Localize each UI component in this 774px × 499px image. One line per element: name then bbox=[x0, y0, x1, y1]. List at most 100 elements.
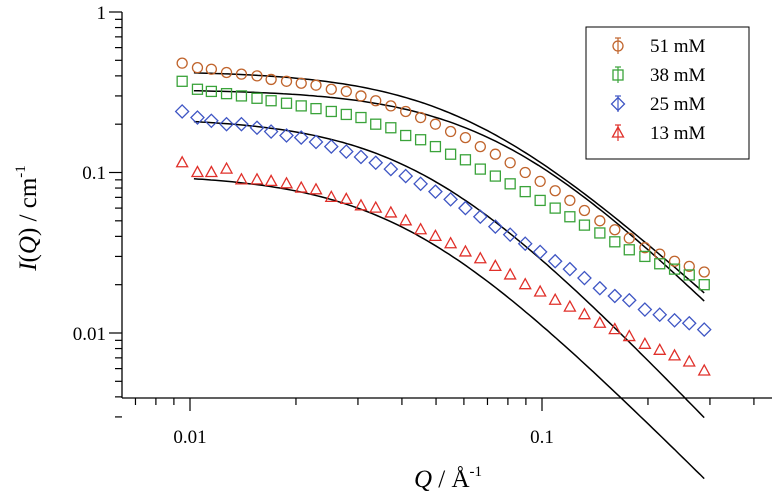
point-13mm-2 bbox=[204, 165, 218, 178]
point-51mm-13 bbox=[370, 95, 382, 107]
point-51mm-6 bbox=[265, 73, 277, 86]
series-38mm bbox=[176, 75, 710, 291]
point-13mm-14 bbox=[384, 205, 398, 218]
point-38mm-18 bbox=[444, 148, 457, 160]
point-51mm-23 bbox=[519, 166, 531, 179]
y-tick-label-0: 0.01 bbox=[73, 324, 106, 345]
point-51mm-2 bbox=[205, 63, 218, 75]
point-51mm-0 bbox=[176, 57, 188, 69]
legend-symbols bbox=[610, 37, 626, 141]
series-13mm bbox=[175, 155, 711, 376]
legend-label-13mm: 13 mM bbox=[650, 123, 706, 144]
point-38mm-3 bbox=[220, 87, 233, 100]
series-25mm bbox=[174, 104, 712, 338]
point-13mm-25 bbox=[548, 292, 562, 305]
point-25mm-2 bbox=[203, 113, 219, 129]
point-51mm-4 bbox=[235, 68, 248, 80]
point-13mm-5 bbox=[250, 172, 264, 185]
point-51mm-10 bbox=[325, 83, 337, 95]
point-13mm-19 bbox=[458, 244, 473, 257]
axis-titles: Q / Å-1 I(Q) / cm-1 bbox=[13, 165, 482, 493]
point-38mm-12 bbox=[355, 111, 367, 124]
point-25mm-16 bbox=[413, 176, 429, 192]
point-25mm-35 bbox=[696, 322, 712, 338]
legend-marker-25mm bbox=[610, 96, 626, 112]
fit-line-38mm bbox=[193, 89, 705, 302]
point-25mm-34 bbox=[681, 315, 697, 331]
point-25mm-17 bbox=[428, 184, 443, 200]
point-25mm-30 bbox=[621, 292, 637, 308]
point-38mm-4 bbox=[235, 90, 248, 102]
point-38mm-13 bbox=[370, 118, 382, 130]
point-38mm-15 bbox=[400, 129, 412, 142]
point-38mm-20 bbox=[474, 163, 486, 175]
point-38mm-10 bbox=[325, 105, 337, 118]
point-25mm-23 bbox=[517, 236, 533, 252]
point-51mm-24 bbox=[534, 175, 546, 188]
point-13mm-4 bbox=[234, 172, 249, 185]
point-38mm-23 bbox=[519, 185, 531, 198]
point-38mm-7 bbox=[280, 97, 293, 109]
point-38mm-32 bbox=[654, 258, 666, 270]
point-38mm-26 bbox=[564, 211, 576, 223]
point-13mm-26 bbox=[563, 299, 577, 312]
point-38mm-28 bbox=[594, 227, 606, 239]
point-25mm-1 bbox=[190, 110, 205, 125]
point-38mm-25 bbox=[549, 202, 561, 214]
point-38mm-35 bbox=[698, 279, 710, 291]
point-25mm-0 bbox=[174, 104, 190, 119]
point-25mm-10 bbox=[323, 139, 339, 155]
point-51mm-34 bbox=[683, 260, 695, 273]
point-38mm-6 bbox=[265, 95, 277, 107]
point-51mm-19 bbox=[459, 131, 472, 144]
point-38mm-5 bbox=[251, 92, 263, 104]
point-13mm-20 bbox=[473, 251, 487, 264]
point-25mm-5 bbox=[249, 120, 265, 136]
point-38mm-14 bbox=[385, 122, 397, 134]
legend-label-38mm: 38 mM bbox=[650, 65, 706, 86]
point-51mm-20 bbox=[474, 140, 486, 153]
point-13mm-0 bbox=[175, 155, 189, 168]
point-38mm-29 bbox=[609, 236, 621, 248]
point-51mm-9 bbox=[310, 79, 322, 91]
point-38mm-0 bbox=[176, 75, 188, 87]
y-tick-label-1: 0.1 bbox=[82, 163, 106, 184]
point-13mm-30 bbox=[622, 329, 636, 342]
point-25mm-11 bbox=[338, 144, 354, 160]
point-25mm-26 bbox=[562, 261, 578, 277]
legend-label-51mm: 51 mM bbox=[650, 36, 706, 57]
point-25mm-25 bbox=[547, 253, 563, 269]
point-25mm-12 bbox=[353, 149, 369, 165]
point-25mm-15 bbox=[398, 168, 414, 184]
point-25mm-18 bbox=[443, 191, 459, 207]
point-38mm-2 bbox=[205, 85, 218, 98]
point-25mm-13 bbox=[368, 155, 384, 171]
point-25mm-27 bbox=[577, 270, 592, 286]
point-13mm-9 bbox=[309, 182, 323, 195]
point-51mm-28 bbox=[594, 215, 606, 227]
point-13mm-34 bbox=[682, 354, 696, 367]
point-13mm-29 bbox=[608, 322, 622, 335]
point-25mm-4 bbox=[234, 116, 249, 132]
point-51mm-12 bbox=[355, 90, 367, 102]
point-38mm-17 bbox=[429, 140, 442, 153]
x-axis-title: Q / Å-1 bbox=[414, 464, 482, 493]
point-38mm-1 bbox=[191, 83, 204, 95]
point-38mm-19 bbox=[459, 154, 472, 166]
point-51mm-3 bbox=[220, 66, 233, 79]
point-13mm-18 bbox=[444, 236, 458, 249]
point-51mm-29 bbox=[609, 224, 621, 236]
point-25mm-31 bbox=[637, 302, 653, 317]
legend: 51 mM 38 mM 25 mM 13 mM bbox=[585, 26, 750, 160]
point-38mm-33 bbox=[668, 263, 681, 275]
point-51mm-18 bbox=[444, 125, 457, 138]
point-51mm-5 bbox=[251, 70, 263, 82]
point-51mm-33 bbox=[668, 255, 681, 267]
point-38mm-24 bbox=[534, 194, 546, 207]
point-51mm-1 bbox=[191, 62, 204, 74]
point-13mm-31 bbox=[638, 336, 652, 349]
point-25mm-24 bbox=[532, 244, 548, 260]
point-13mm-15 bbox=[399, 213, 413, 226]
point-51mm-15 bbox=[400, 105, 412, 118]
point-38mm-9 bbox=[310, 102, 322, 115]
